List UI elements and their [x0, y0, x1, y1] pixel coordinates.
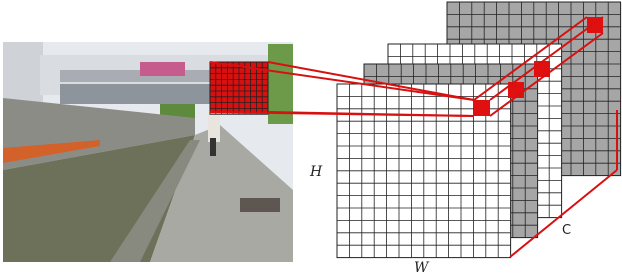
height-label: H [309, 164, 323, 180]
feature-volume [337, 2, 621, 258]
channels-label: C [562, 223, 571, 238]
page: H W C (() => { const data = JSON.parse(d… [0, 0, 622, 277]
red-cell [474, 100, 490, 116]
width-label: W [414, 260, 430, 276]
diagram: H W C [0, 0, 622, 277]
